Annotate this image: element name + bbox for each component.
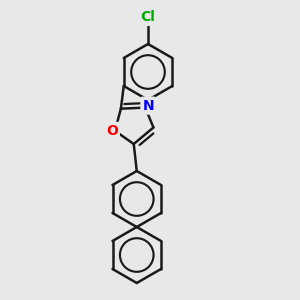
Text: N: N: [142, 99, 154, 112]
Text: O: O: [106, 124, 118, 138]
Text: Cl: Cl: [141, 10, 155, 24]
